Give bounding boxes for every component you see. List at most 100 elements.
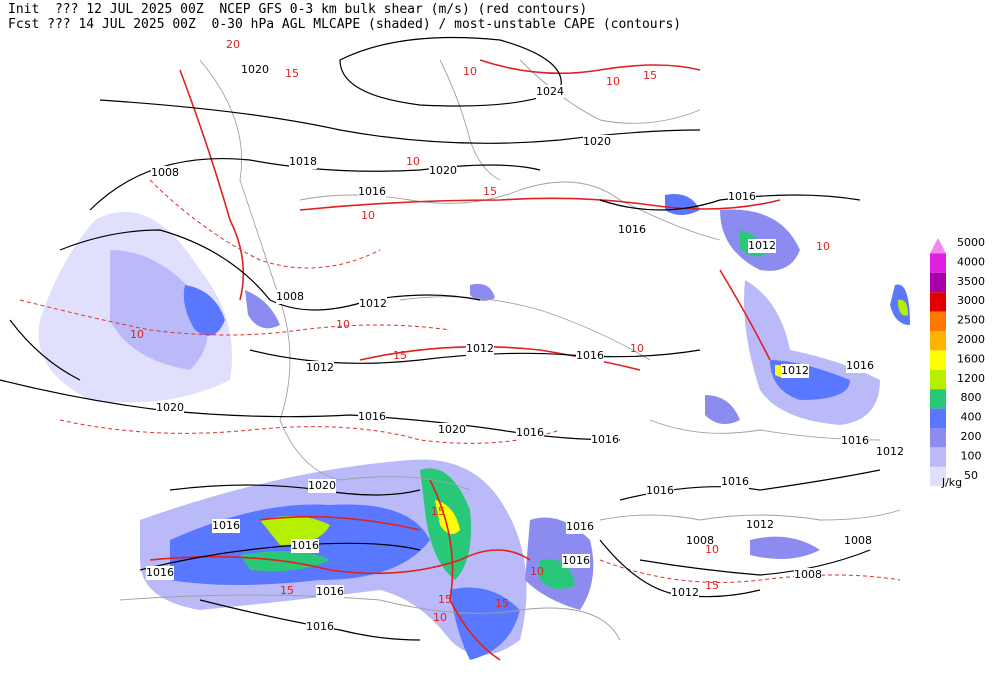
isobar-label: 1020 <box>308 479 336 492</box>
shear-label: 15 <box>643 69 657 82</box>
isobar-label: 1016 <box>618 223 646 236</box>
isobar-label: 1016 <box>576 349 604 362</box>
isobar-label: 1024 <box>536 85 564 98</box>
isobar-label: 1016 <box>358 410 386 423</box>
isobar-label: 1016 <box>566 520 594 533</box>
isobar-label: 1016 <box>721 475 749 488</box>
shear-label: 10 <box>130 328 144 341</box>
isobar-label: 1016 <box>591 433 619 446</box>
shear-label: 10 <box>336 318 350 331</box>
label-box <box>438 423 466 437</box>
label-box <box>466 342 494 356</box>
shear-label: 15 <box>393 349 407 362</box>
isobar-label: 1012 <box>466 342 494 355</box>
coastlines <box>119 59 901 641</box>
label-box <box>146 566 174 580</box>
legend-label: 100 <box>961 449 982 462</box>
cape-shading <box>38 194 910 660</box>
label-box <box>291 539 319 553</box>
legend-swatch <box>930 238 946 254</box>
label-box <box>646 484 674 498</box>
legend-unit: J/kg <box>941 476 962 489</box>
label-box <box>841 434 869 448</box>
label-box <box>306 620 334 634</box>
shear-contours <box>19 59 901 661</box>
shear-label: 10 <box>433 611 447 624</box>
label-box <box>844 534 872 548</box>
isobar-label: 1018 <box>289 155 317 168</box>
legend-swatch <box>930 253 946 273</box>
shear-label: 15 <box>438 593 452 606</box>
label-box <box>358 410 386 424</box>
label-box <box>671 586 699 600</box>
shear-label: 15 <box>483 185 497 198</box>
legend-swatch <box>930 408 946 428</box>
isobar-label: 1008 <box>151 166 179 179</box>
isobar-label: 1020 <box>241 63 269 76</box>
shear-label: 10 <box>406 155 420 168</box>
isobar-label: 1020 <box>429 164 457 177</box>
shear-label: 15 <box>705 579 719 592</box>
label-box <box>276 290 304 304</box>
label-box <box>429 164 457 178</box>
label-box <box>359 297 387 311</box>
isobar-label: 1012 <box>306 361 334 374</box>
legend-swatch <box>930 447 946 467</box>
label-box <box>536 85 564 99</box>
isobar-label: 1016 <box>841 434 869 447</box>
label-box <box>151 166 179 180</box>
label-box <box>308 479 336 493</box>
label-box <box>516 426 544 440</box>
isobar-label: 1020 <box>583 135 611 148</box>
label-box <box>686 534 714 548</box>
shear-label: 15 <box>285 67 299 80</box>
isobar-label: 1016 <box>291 539 319 552</box>
isobar-label: 1016 <box>516 426 544 439</box>
legend-label: 3500 <box>957 275 985 288</box>
shear-label: 10 <box>816 240 830 253</box>
isobar-label: 1016 <box>212 519 240 532</box>
legend-label: 2500 <box>957 314 985 327</box>
isobar-label: 1016 <box>846 359 874 372</box>
label-box <box>289 155 317 169</box>
isobar-label: 1012 <box>781 364 809 377</box>
legend-label: 5000 <box>957 236 985 249</box>
label-box <box>618 223 646 237</box>
isobar-label: 1012 <box>359 297 387 310</box>
label-box <box>746 518 774 532</box>
legend-label: 1600 <box>957 352 985 365</box>
header-line: Init ??? 12 JUL 2025 00Z NCEP GFS 0-3 km… <box>8 2 587 17</box>
label-box <box>794 568 822 582</box>
legend-swatch <box>930 272 946 293</box>
shear-label: 15 <box>280 584 294 597</box>
isobar-label: 1008 <box>686 534 714 547</box>
label-box <box>306 361 334 375</box>
shear-label: 10 <box>630 342 644 355</box>
isobar-label: 1016 <box>728 190 756 203</box>
label-box <box>728 190 756 204</box>
isobar-label: 1012 <box>876 445 904 458</box>
label-box <box>576 349 604 363</box>
legend-swatch <box>930 311 946 331</box>
legend-label: 2000 <box>957 333 985 346</box>
legend-swatch <box>930 292 946 312</box>
label-box <box>721 475 749 489</box>
label-box <box>748 239 776 253</box>
isobar-label: 1012 <box>746 518 774 531</box>
isobar-label: 1020 <box>156 401 184 414</box>
shear-label: 20 <box>226 38 240 51</box>
legend-label: 3000 <box>957 294 985 307</box>
shear-label: 10 <box>361 209 375 222</box>
isobar-label: 1016 <box>306 620 334 633</box>
isobar-label: 1012 <box>671 586 699 599</box>
label-box <box>846 359 874 373</box>
header-line: Fcst ??? 14 JUL 2025 00Z 0-30 hPa AGL ML… <box>8 17 681 32</box>
shear-label: 15 <box>431 505 445 518</box>
label-box <box>781 364 809 378</box>
isobar-label: 1008 <box>276 290 304 303</box>
legend-label: 4000 <box>957 255 985 268</box>
isobar-label: 1008 <box>794 568 822 581</box>
legend-swatch <box>930 389 946 409</box>
legend-label: 50 <box>964 469 978 482</box>
isobar-label: 1008 <box>844 534 872 547</box>
